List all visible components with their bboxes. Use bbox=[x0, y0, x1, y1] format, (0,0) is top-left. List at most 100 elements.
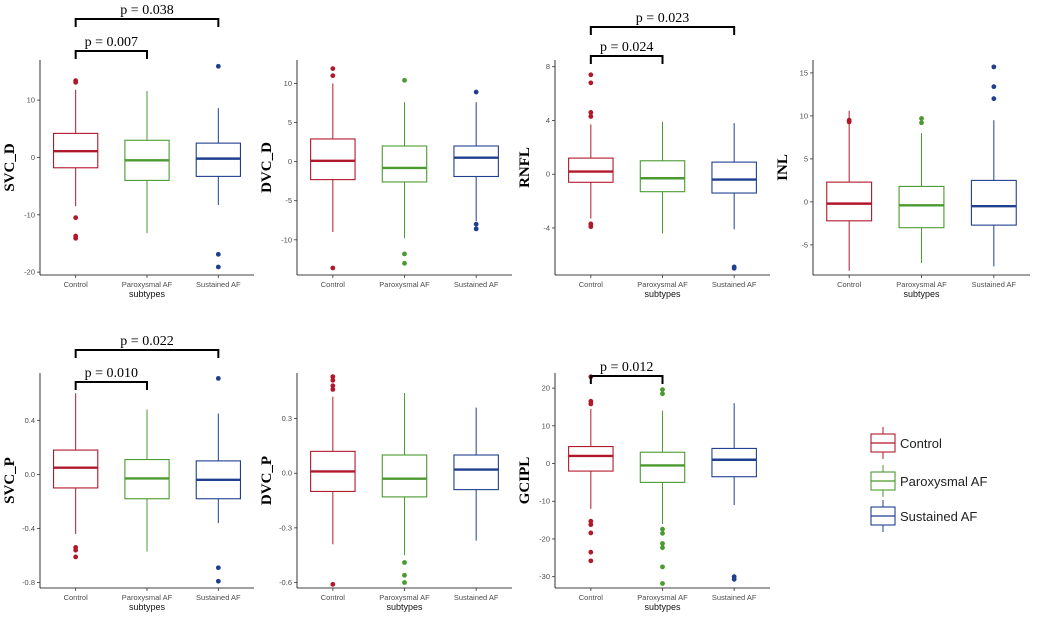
outlier-point bbox=[402, 77, 407, 83]
box-paroxysmal-af bbox=[124, 409, 170, 552]
outlier-point bbox=[73, 547, 79, 553]
x-axis-title: subtypes bbox=[644, 289, 681, 299]
y-axis-title: SVC_D bbox=[2, 143, 18, 192]
outlier-point bbox=[588, 522, 594, 528]
y-tick-label: 0 bbox=[804, 197, 808, 206]
x-axis-title: subtypes bbox=[644, 602, 681, 612]
outlier-point bbox=[919, 120, 924, 126]
significance-bracket: p = 0.038 bbox=[74, 3, 220, 27]
legend-label: Sustained AF bbox=[900, 509, 977, 524]
outlier-point bbox=[588, 72, 594, 78]
x-tick-label: Sustained AF bbox=[196, 593, 241, 602]
bracket-line bbox=[589, 55, 664, 64]
outlier-point bbox=[991, 96, 997, 102]
y-tick-label: 0 bbox=[546, 170, 550, 179]
outlier-point bbox=[660, 541, 665, 546]
p-value-label: p = 0.007 bbox=[85, 35, 138, 50]
x-tick-label: Paroxysmal AF bbox=[896, 280, 947, 289]
outlier-point bbox=[330, 386, 336, 392]
outlier-point bbox=[473, 226, 479, 232]
y-tick-label: -10 bbox=[24, 210, 35, 219]
outlier-point bbox=[215, 251, 221, 257]
bracket-line bbox=[74, 349, 220, 358]
box-body bbox=[53, 449, 99, 489]
bracket-line bbox=[74, 50, 148, 59]
y-tick-label: -5 bbox=[285, 196, 292, 205]
box-control bbox=[53, 78, 99, 241]
y-tick-label: -0.8 bbox=[22, 578, 35, 587]
bracket-line bbox=[74, 381, 148, 390]
box-body bbox=[711, 447, 757, 478]
x-tick-label: Sustained AF bbox=[196, 280, 241, 289]
y-axis-title: RNFL bbox=[517, 147, 533, 188]
outlier-point bbox=[73, 215, 79, 221]
p-value-label: p = 0.038 bbox=[120, 3, 173, 18]
x-tick-label: Control bbox=[579, 593, 604, 602]
outlier-point bbox=[330, 374, 336, 380]
box-body bbox=[826, 181, 873, 222]
box-sustained-af bbox=[195, 63, 241, 270]
box-control bbox=[310, 66, 356, 271]
p-value-label: p = 0.023 bbox=[636, 11, 689, 26]
y-tick-label: -20 bbox=[539, 534, 550, 543]
x-tick-label: Paroxysmal AF bbox=[379, 280, 430, 289]
box-paroxysmal-af bbox=[898, 116, 945, 263]
box-body bbox=[898, 185, 945, 229]
x-tick-label: Paroxysmal AF bbox=[637, 593, 688, 602]
legend-label: Control bbox=[900, 436, 942, 451]
y-tick-label: -10 bbox=[539, 497, 550, 506]
outlier-point bbox=[402, 580, 407, 585]
bracket-line bbox=[74, 18, 220, 27]
box-paroxysmal-af bbox=[639, 121, 686, 234]
outlier-point bbox=[73, 79, 79, 85]
x-tick-label: Sustained AF bbox=[454, 593, 499, 602]
box-body bbox=[639, 451, 686, 483]
legend: Control Paroxysmal AF Sustained AF bbox=[870, 427, 987, 532]
outlier-point bbox=[588, 401, 594, 407]
outlier-point bbox=[588, 558, 594, 564]
outlier-point bbox=[215, 565, 221, 571]
outlier-point bbox=[473, 89, 479, 95]
x-tick-label: Control bbox=[837, 280, 862, 289]
y-tick-label: 10 bbox=[284, 79, 292, 88]
outlier-point bbox=[73, 235, 79, 241]
box-paroxysmal-af bbox=[381, 393, 428, 585]
p-value-label: p = 0.010 bbox=[85, 366, 138, 381]
legend-item-control: Control bbox=[870, 427, 942, 459]
panel-inl: -5 0 5 10 15 Control Paroxysmal AF Sustained AF… bbox=[775, 60, 1030, 299]
y-tick-label: -20 bbox=[24, 268, 35, 277]
significance-bracket: p = 0.007 bbox=[74, 35, 148, 59]
box-body bbox=[453, 145, 499, 178]
outlier-point bbox=[402, 560, 407, 565]
box-control bbox=[310, 374, 356, 587]
bracket-line bbox=[589, 375, 664, 384]
box-control bbox=[826, 110, 873, 271]
y-tick-label: 5 bbox=[804, 154, 808, 163]
outlier-point bbox=[215, 264, 221, 270]
box-paroxysmal-af bbox=[124, 90, 170, 234]
outlier-point bbox=[660, 526, 665, 532]
y-axis-title: SVC_P bbox=[2, 457, 18, 504]
outlier-point bbox=[215, 376, 221, 381]
significance-bracket: p = 0.024 bbox=[589, 40, 664, 64]
x-tick-label: Sustained AF bbox=[712, 593, 757, 602]
outlier-point bbox=[588, 114, 594, 119]
box-body bbox=[381, 145, 428, 183]
y-tick-label: -10 bbox=[281, 235, 292, 244]
legend-label: Paroxysmal AF bbox=[900, 474, 987, 489]
outlier-point bbox=[660, 391, 665, 397]
y-axis-title: DVC_P bbox=[259, 456, 275, 505]
legend-item-paroxysmal-af: Paroxysmal AF bbox=[870, 465, 987, 497]
outlier-point bbox=[588, 549, 594, 555]
outlier-point bbox=[330, 73, 336, 79]
outlier-point bbox=[991, 84, 997, 90]
y-tick-label: -30 bbox=[539, 572, 550, 581]
box-sustained-af bbox=[711, 123, 757, 271]
y-tick-label: 4 bbox=[546, 116, 550, 125]
panel-rnfl: -4 0 4 8 Control Paroxysmal AF Sustained AF sub… bbox=[517, 11, 770, 299]
outlier-point bbox=[588, 518, 594, 524]
panel-svc-p: -0.8 -0.4 0.0 0.4 Control Paroxysmal AF Sustai… bbox=[2, 334, 254, 612]
outlier-point bbox=[660, 530, 665, 536]
x-tick-label: Control bbox=[64, 280, 89, 289]
